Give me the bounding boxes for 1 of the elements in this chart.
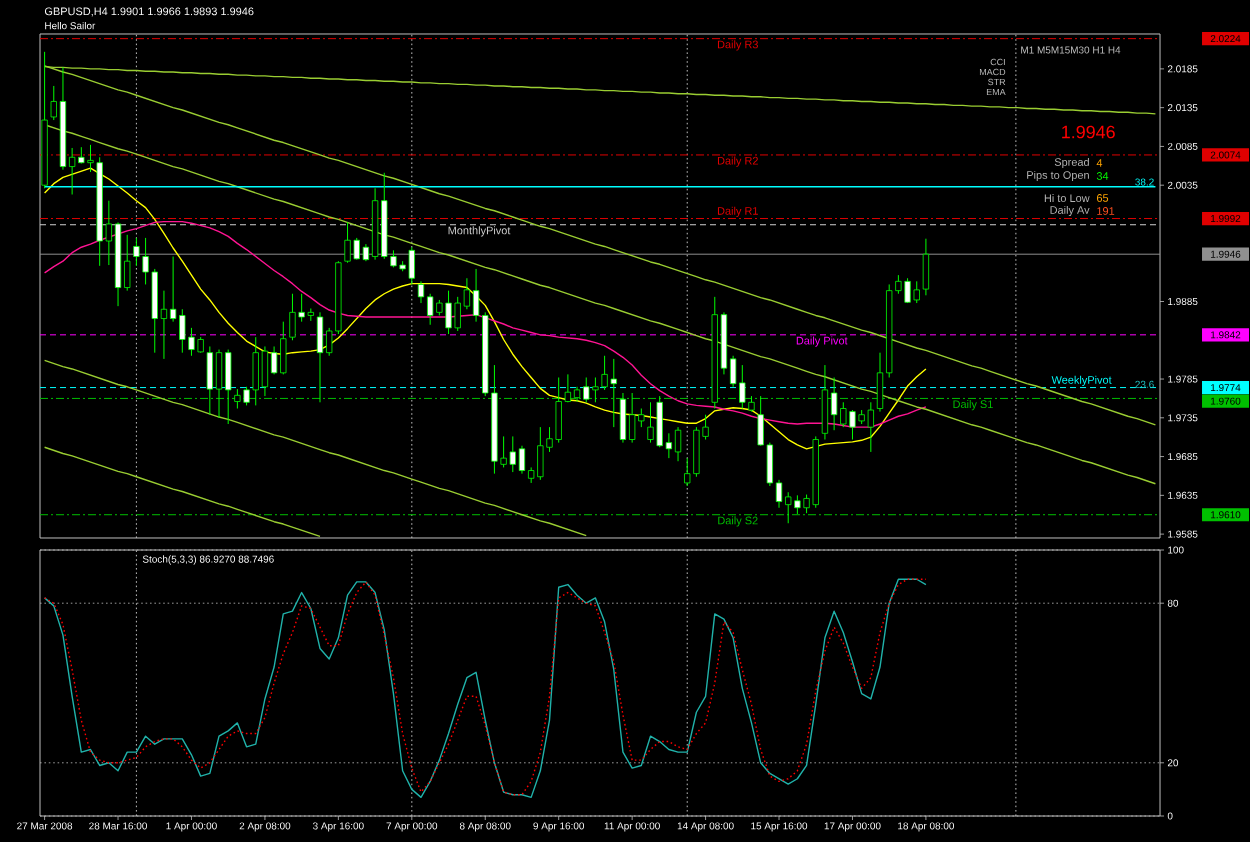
annotation: 1.9946 — [1062, 125, 1115, 139]
